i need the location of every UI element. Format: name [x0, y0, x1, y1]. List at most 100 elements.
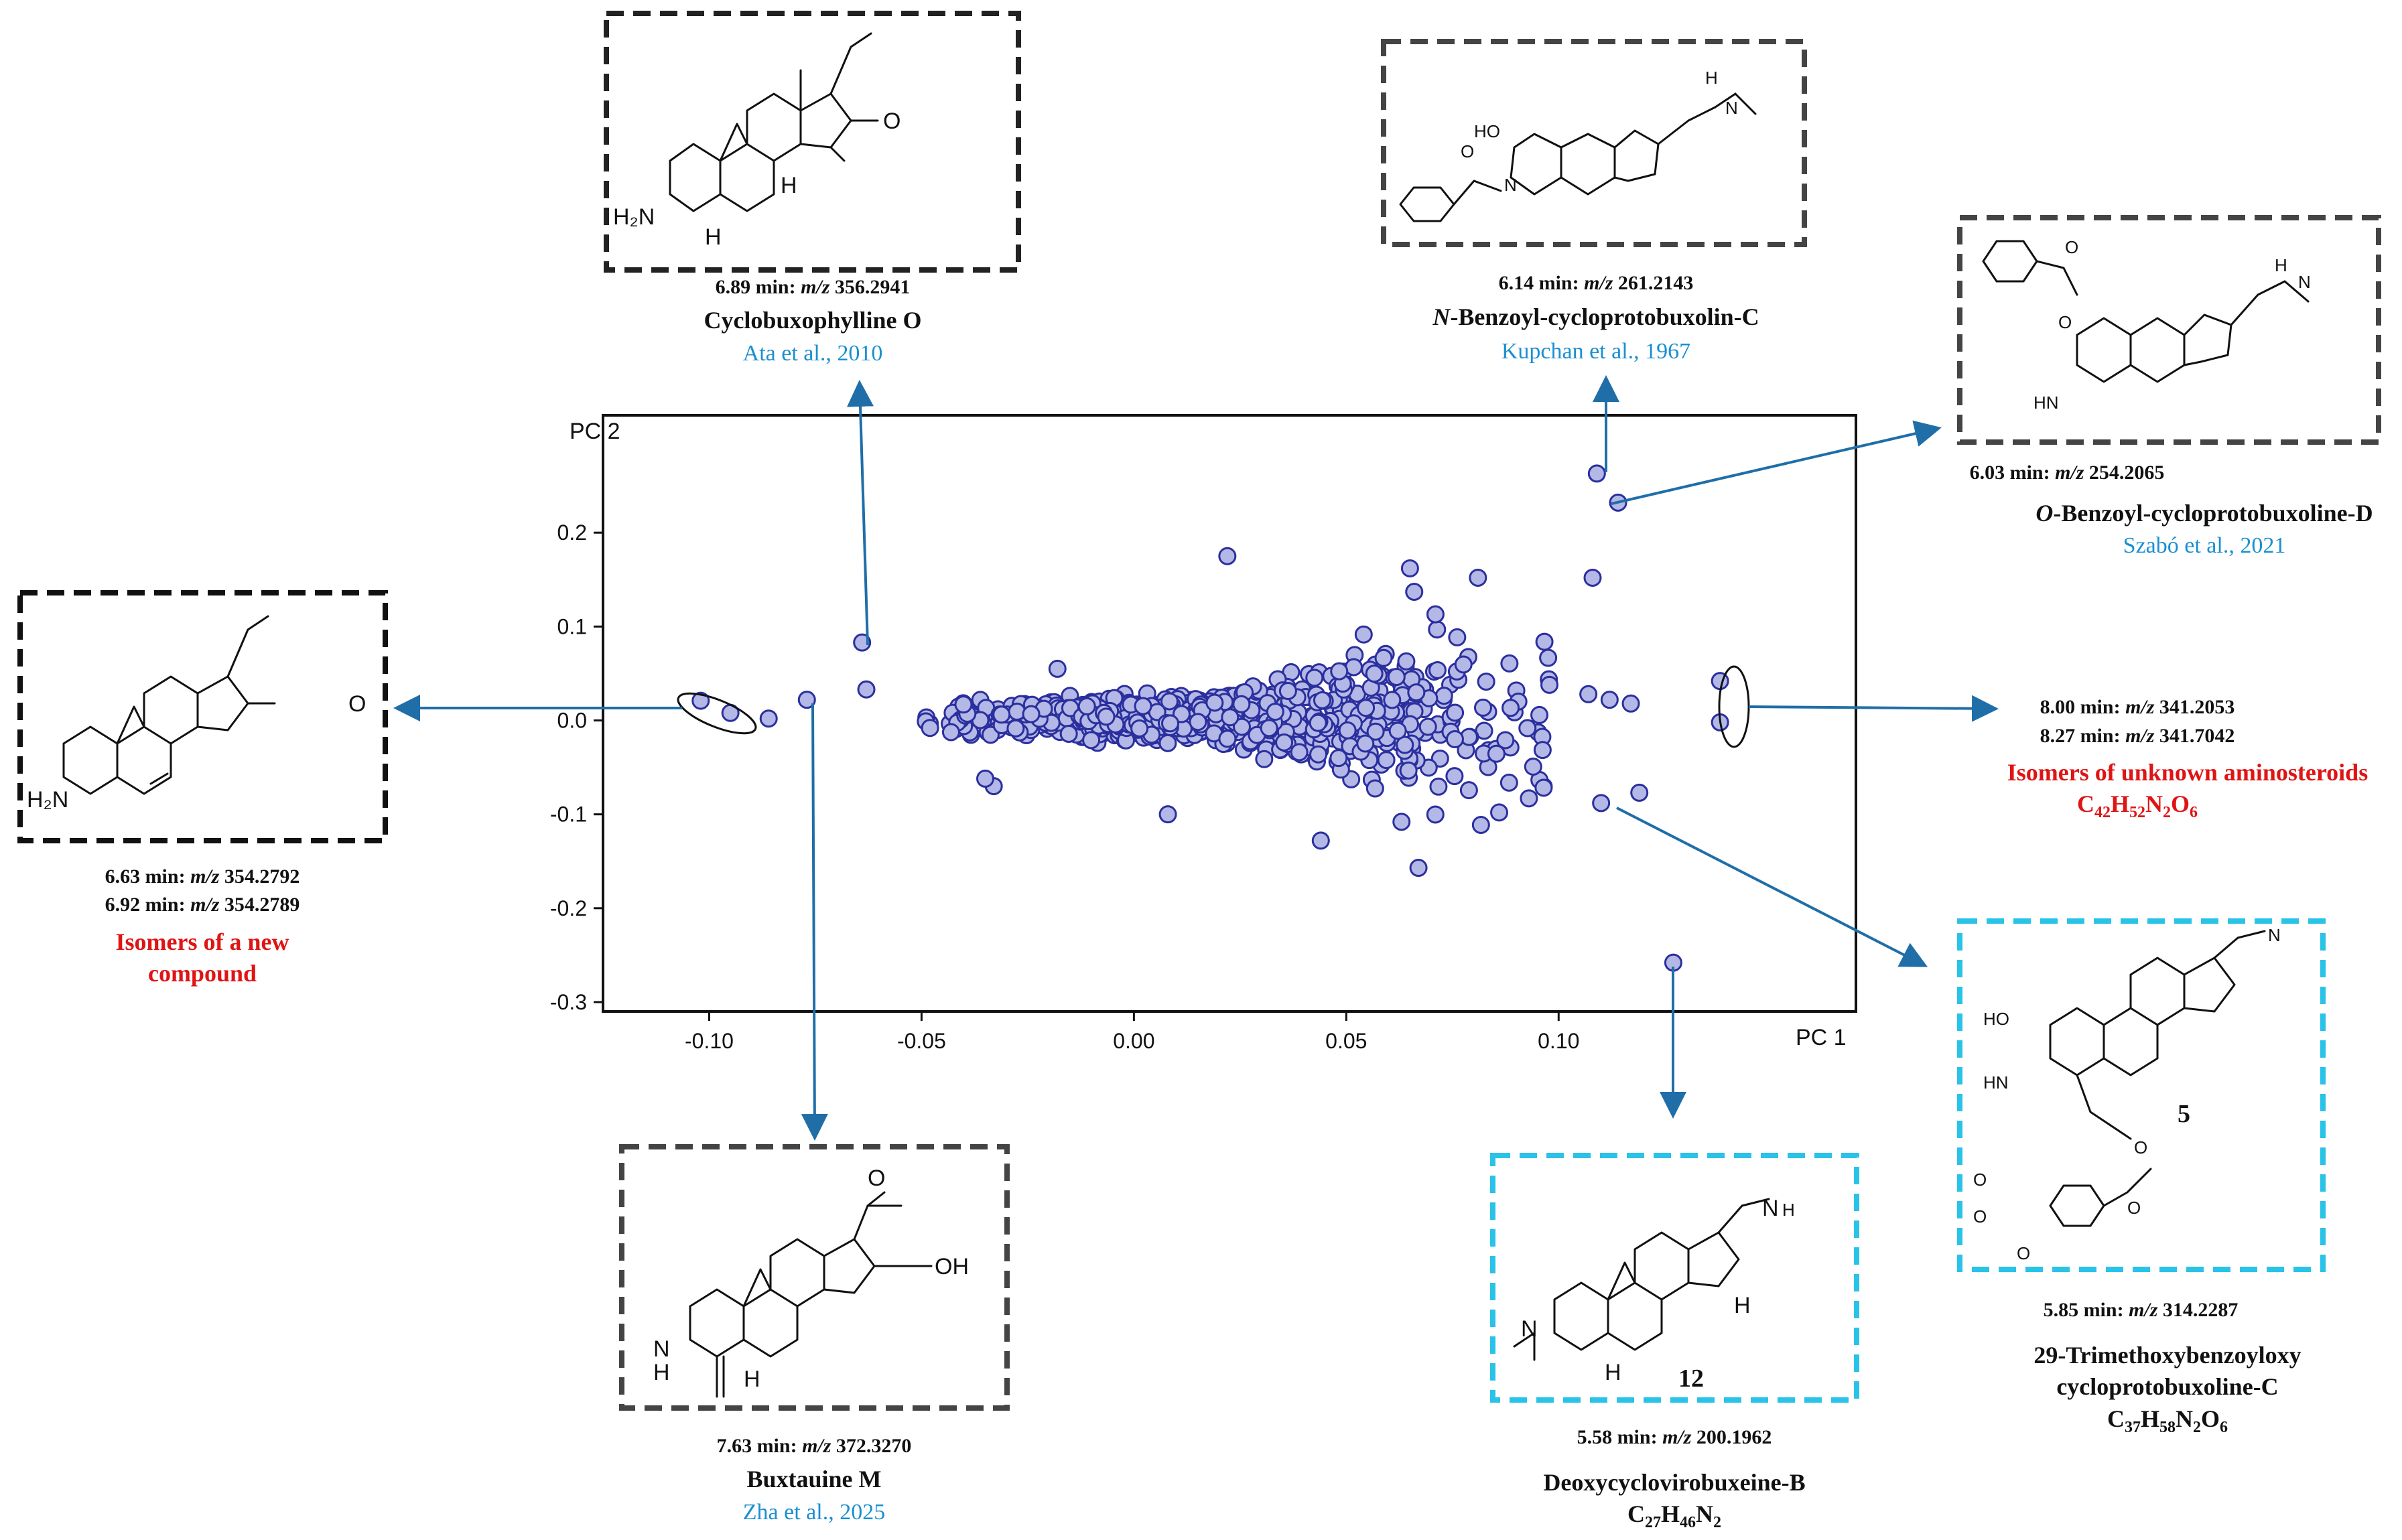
scatter-point — [1189, 713, 1207, 731]
callout-arrows — [393, 375, 1999, 1141]
scatter-point — [1232, 695, 1251, 713]
svg-text:O: O — [2017, 1243, 2030, 1263]
scatter-point — [1533, 741, 1552, 760]
caption-buxtauine-mz: 7.63 min: m/z 372.3270 — [717, 1435, 912, 1457]
svg-text:O: O — [348, 691, 366, 717]
x-tick-label: 0.00 — [1113, 1029, 1154, 1053]
scatter-point — [1048, 659, 1067, 678]
svg-text:O: O — [2058, 312, 2072, 332]
x-tick-label: 0.05 — [1325, 1029, 1367, 1053]
scatter-point — [1600, 691, 1619, 709]
scatter-point — [1471, 815, 1490, 834]
caption-trimethoxy-mz: 5.85 min: m/z 314.2287 — [2044, 1299, 2239, 1321]
svg-text:O: O — [1973, 1206, 1987, 1227]
scatter-point — [1077, 697, 1096, 715]
scatter-point — [1621, 694, 1640, 713]
svg-text:N: N — [653, 1336, 670, 1362]
y-tick-label: 0.0 — [557, 709, 587, 733]
svg-text:OH: OH — [935, 1254, 969, 1279]
svg-text:N: N — [2268, 925, 2281, 945]
scatter-point — [1205, 693, 1224, 712]
scatter-point — [1022, 705, 1041, 723]
scatter-point — [1477, 673, 1495, 691]
y-tick-label: 0.1 — [557, 614, 587, 638]
scatter-point — [1330, 662, 1349, 681]
x-tick-label: 0.10 — [1538, 1029, 1579, 1053]
scatter-point — [1006, 719, 1025, 738]
scatter-points — [691, 464, 1729, 972]
y-tick-label: 0.2 — [557, 520, 587, 545]
scatter-point — [1221, 708, 1240, 727]
selection-ellipse-left — [677, 692, 757, 735]
svg-text:O: O — [2065, 237, 2078, 257]
arrow-buxtauine — [801, 703, 828, 1141]
caption-benzoyl-c-mz: 6.14 min: m/z 261.2143 — [1499, 272, 1694, 294]
scatter-point — [1344, 658, 1363, 677]
x-tick-label: -0.05 — [897, 1029, 946, 1053]
caption-benzoyl-d-ref: Szabó et al., 2021 — [2123, 533, 2286, 558]
scatter-point — [1400, 559, 1419, 577]
scatter-point — [1392, 813, 1411, 831]
svg-text:H: H — [705, 224, 722, 250]
caption-benzoyl-d-mz: 6.03 min: m/z 254.2065 — [1970, 462, 2165, 484]
scatter-point — [1365, 779, 1384, 798]
caption-benzoyl-c-name: N-Benzoyl-cycloprotobuxolin-C — [1432, 303, 1759, 330]
caption-unknown-mz1: 8.00 min: m/z 341.2053 — [2040, 696, 2235, 718]
scatter-point — [1469, 568, 1487, 587]
scatter-point — [1445, 730, 1464, 749]
scatter-point — [1426, 805, 1445, 824]
scatter-point — [1366, 722, 1385, 741]
caption-buxtauine-name: Buxtauine M — [746, 1466, 881, 1492]
caption-deoxycyclo-mz: 5.58 min: m/z 200.1962 — [1577, 1426, 1772, 1448]
scatter-point — [1130, 719, 1149, 738]
caption-unknown-label: Isomers of unknown aminosteroids — [2007, 759, 2368, 786]
arrow-unknown — [1748, 695, 1999, 722]
svg-text:H: H — [1605, 1360, 1621, 1385]
scatter-point — [1502, 699, 1520, 717]
scatter-point — [1500, 654, 1519, 673]
svg-text:12: 12 — [1678, 1364, 1704, 1393]
structure-benzoyl-c: HO O N H N — [1381, 39, 1807, 247]
svg-text:HN: HN — [1983, 1072, 2009, 1093]
scatter-point — [1161, 714, 1180, 733]
caption-new-compound-line2: compound — [148, 960, 257, 987]
scatter-point — [1305, 669, 1324, 687]
scatter-point — [1158, 733, 1177, 752]
scatter-point — [1445, 767, 1464, 786]
scatter-point — [1356, 734, 1375, 753]
caption-cyclobuxophylline-name: Cyclobuxophylline O — [704, 307, 921, 334]
scatter-point — [1218, 547, 1237, 565]
y-tick-label: -0.1 — [550, 802, 587, 827]
scatter-point — [1429, 777, 1448, 796]
scatter-point — [797, 691, 816, 709]
arrow-benzoyl-d — [1611, 420, 1942, 505]
scatter-point — [1530, 705, 1549, 724]
caption-cyclobuxophylline-mz: 6.89 min: m/z 356.2941 — [716, 276, 911, 298]
scatter-point — [1278, 682, 1297, 701]
caption-new-compound-mz2: 6.92 min: m/z 354.2789 — [105, 894, 300, 916]
scatter-point — [1409, 859, 1428, 878]
structure-trimethoxy: HO HN N O O O O O 5 — [1957, 918, 2326, 1272]
scatter-point — [1388, 721, 1407, 740]
structure-new-compound: O H₂N — [17, 590, 388, 843]
scatter-point — [1082, 731, 1101, 750]
caption-new-compound-mz1: 6.63 min: m/z 354.2792 — [105, 865, 300, 888]
caption-trimethoxy-name2: cycloprotobuxoline-C — [2056, 1373, 2278, 1400]
x-tick-label: -0.10 — [685, 1029, 734, 1053]
svg-text:O: O — [883, 109, 900, 134]
scatter-point — [1630, 783, 1649, 802]
scatter-point — [1426, 605, 1445, 624]
scatter-point — [1377, 751, 1396, 770]
scatter-point — [941, 723, 960, 742]
scatter-point — [954, 695, 973, 714]
scatter-point — [1520, 789, 1538, 808]
scatter-point — [1428, 620, 1447, 639]
plot-frame — [602, 414, 1857, 1013]
axis-ticks: -0.10 -0.05 0.00 0.05 0.10 0.2 0.1 0.0 -0.1 -0.2 -… — [550, 520, 1580, 1053]
scatter-point — [1459, 781, 1478, 800]
structure-buxtauine: O OH N H H — [619, 1144, 1010, 1411]
svg-text:N: N — [1725, 98, 1738, 118]
scatter-point — [1428, 660, 1447, 679]
svg-text:O: O — [1461, 141, 1474, 161]
caption-benzoyl-c-ref: Kupchan et al., 1967 — [1502, 339, 1690, 364]
